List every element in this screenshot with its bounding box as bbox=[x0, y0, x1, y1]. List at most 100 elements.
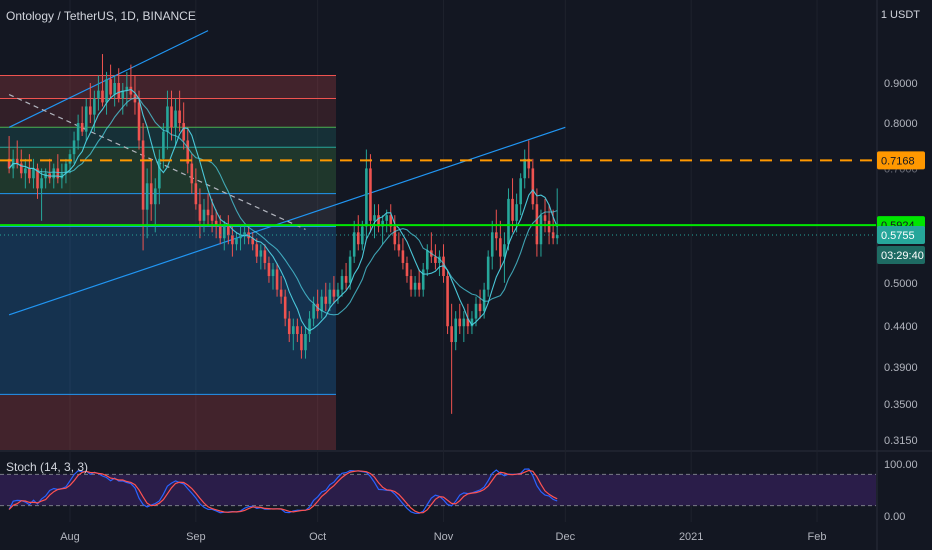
candle-body bbox=[271, 269, 275, 277]
candle-body bbox=[356, 232, 360, 245]
candle-body bbox=[89, 106, 92, 115]
trend-line[interactable] bbox=[8, 126, 566, 316]
fib-zone bbox=[0, 226, 336, 395]
candle-body bbox=[52, 168, 56, 179]
candle-body bbox=[490, 232, 494, 257]
stoch-k-line bbox=[8, 468, 558, 514]
trend-line[interactable] bbox=[8, 30, 209, 128]
candle-body bbox=[409, 276, 413, 290]
fib-zone bbox=[0, 147, 336, 194]
candle-body bbox=[235, 238, 238, 245]
candle-body bbox=[117, 83, 121, 99]
candle-body bbox=[243, 232, 246, 236]
candle-body bbox=[251, 238, 254, 245]
candle-body bbox=[109, 79, 112, 95]
candle-body bbox=[64, 163, 68, 174]
candle-body bbox=[324, 296, 328, 304]
candle-body bbox=[312, 303, 315, 319]
candle-body bbox=[198, 204, 202, 221]
candle-body bbox=[352, 232, 356, 257]
candle-body bbox=[178, 110, 181, 124]
price-tick-label: 0.5000 bbox=[884, 278, 918, 290]
candle-body bbox=[97, 90, 100, 99]
chart-title: Ontology / TetherUS, 1D, BINANCE bbox=[6, 9, 196, 23]
price-label: 0.7168 bbox=[881, 155, 915, 167]
candle-body bbox=[389, 215, 393, 227]
candle-body bbox=[507, 198, 510, 245]
time-tick-label: Dec bbox=[556, 531, 576, 543]
candle-body bbox=[80, 123, 84, 132]
candle-body bbox=[466, 318, 470, 327]
candle-body bbox=[336, 289, 340, 297]
candle-body bbox=[344, 276, 348, 283]
candle-body bbox=[543, 215, 547, 221]
candle-body bbox=[304, 334, 307, 351]
candle-body bbox=[446, 276, 449, 327]
candle-body bbox=[145, 183, 149, 210]
stoch-tick-label: 100.00 bbox=[884, 459, 918, 471]
currency-label: 1 USDT bbox=[880, 9, 920, 21]
time-tick-label: Feb bbox=[808, 531, 827, 543]
candle-body bbox=[121, 90, 125, 99]
stoch-d-line bbox=[8, 469, 558, 514]
candle-body bbox=[275, 269, 279, 290]
candle-body bbox=[194, 183, 198, 205]
candle-body bbox=[470, 318, 474, 327]
candle-body bbox=[259, 250, 263, 257]
candle-body bbox=[308, 318, 311, 335]
candle-body bbox=[56, 168, 60, 179]
candle-body bbox=[113, 83, 116, 95]
candle-body bbox=[527, 158, 531, 169]
candle-body bbox=[72, 140, 76, 155]
candle-body bbox=[401, 250, 405, 263]
stoch-title: Stoch (14, 3, 3) bbox=[6, 460, 89, 474]
candle-body bbox=[214, 220, 218, 227]
candle-body bbox=[283, 296, 287, 319]
candle-body bbox=[166, 106, 169, 132]
candle-body bbox=[421, 269, 425, 290]
stoch-tick-label: 0.00 bbox=[884, 511, 905, 523]
countdown-label: 03:29:40 bbox=[881, 250, 924, 262]
candle-body bbox=[499, 238, 502, 257]
candle-body bbox=[32, 168, 35, 179]
candle-body bbox=[292, 326, 295, 335]
candle-body bbox=[210, 215, 214, 221]
candle-body bbox=[328, 289, 332, 304]
time-tick-label: Nov bbox=[434, 531, 454, 543]
fib-zone bbox=[0, 193, 336, 227]
candle-body bbox=[365, 168, 368, 227]
candle-body bbox=[385, 215, 388, 221]
candle-body bbox=[381, 220, 384, 227]
candle-body bbox=[405, 262, 409, 277]
candle-body bbox=[547, 220, 551, 233]
candle-body bbox=[267, 262, 271, 277]
candle-body bbox=[511, 198, 514, 221]
candle-body bbox=[555, 234, 559, 239]
candle-body bbox=[462, 318, 466, 327]
candle-body bbox=[84, 106, 88, 132]
candle-body bbox=[332, 289, 336, 297]
candle-body bbox=[222, 226, 226, 239]
candle-body bbox=[279, 289, 283, 297]
candle-body bbox=[125, 86, 129, 91]
candle-body bbox=[101, 90, 104, 103]
candle-body bbox=[519, 178, 522, 205]
candle-body bbox=[482, 289, 486, 312]
candle-body bbox=[137, 102, 141, 141]
candle-body bbox=[36, 168, 39, 189]
candle-body bbox=[76, 123, 80, 141]
candle-body bbox=[474, 303, 478, 319]
candle-body bbox=[202, 209, 206, 221]
candle-body bbox=[320, 296, 324, 312]
candle-body bbox=[19, 163, 23, 174]
price-tick-label: 0.3500 bbox=[884, 399, 918, 411]
candle-body bbox=[182, 123, 185, 141]
candle-body bbox=[454, 318, 457, 343]
candle-body bbox=[296, 326, 299, 335]
candle-body bbox=[239, 235, 242, 239]
candle-body bbox=[503, 244, 506, 257]
moving-average-line bbox=[8, 88, 558, 332]
candle-body bbox=[413, 282, 417, 290]
